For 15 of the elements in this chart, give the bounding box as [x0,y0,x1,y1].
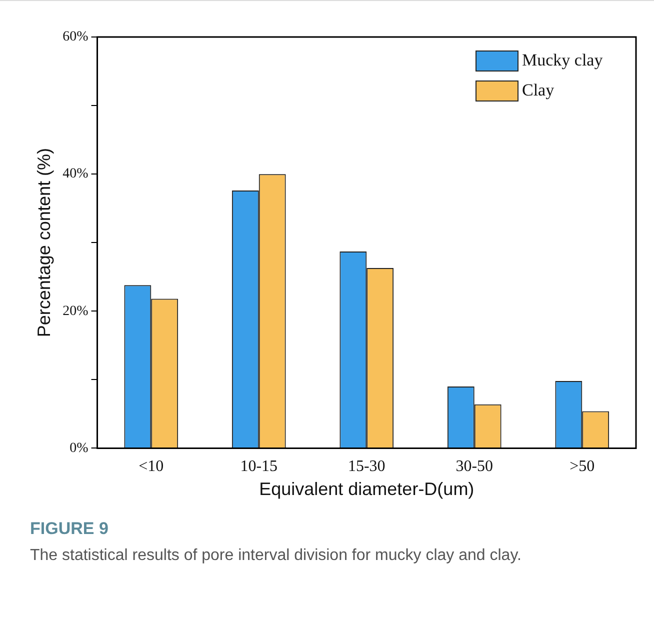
x-tick-label: 15-30 [348,458,386,476]
x-tick-label: <10 [138,458,164,476]
y-tick-label: 60% [62,30,89,45]
caption: FIGURE 9 [30,519,110,539]
x-tick-label: 30-50 [456,458,494,476]
legend-label: Clay [522,80,555,100]
y-axis-title: Percentage content (%) [34,148,54,338]
x-tick-label: >50 [570,458,595,476]
y-tick-label: 20% [62,304,89,319]
text: The statistical results of pore interval division for mucky clay and clay. [30,546,522,566]
legend-label: Mucky clay [522,50,604,70]
y-tick-label: 40% [62,166,89,182]
y-tick-label: 0% [70,440,89,456]
x-tick-label: 10-15 [240,458,278,476]
x-axis-title: Equivalent diameter-D(um) [259,479,474,500]
